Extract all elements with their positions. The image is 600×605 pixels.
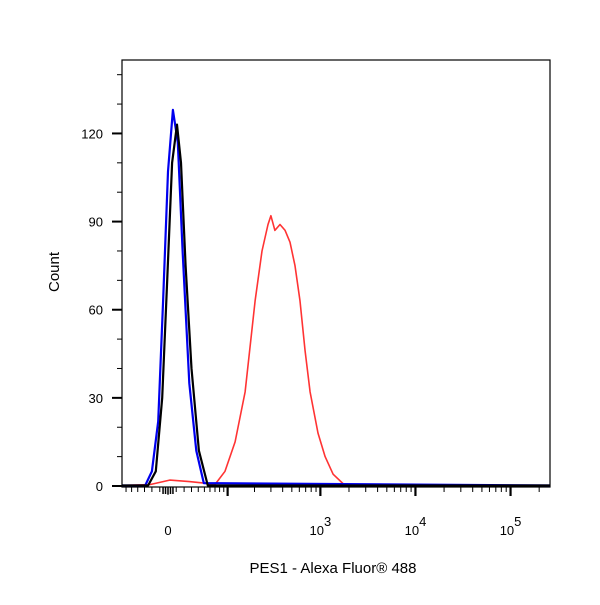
y-tick-label: 60 bbox=[89, 303, 103, 318]
y-axis: 0 30 60 90 120 bbox=[81, 74, 122, 494]
x-tick-label: 105 bbox=[500, 514, 522, 538]
x-axis-label: PES1 - Alexa Fluor® 488 bbox=[250, 560, 417, 577]
x-tick-base: 10 bbox=[500, 523, 514, 538]
y-tick-label: 30 bbox=[89, 391, 103, 406]
x-tick-exponent: 3 bbox=[324, 514, 331, 529]
x-tick-base: 10 bbox=[310, 523, 324, 538]
plot-frame bbox=[121, 59, 551, 488]
y-tick-label: 0 bbox=[96, 479, 103, 494]
x-tick-label: 103 bbox=[310, 514, 332, 538]
x-tick-exponent: 4 bbox=[419, 514, 426, 529]
y-tick-label: 90 bbox=[89, 215, 103, 230]
series-group bbox=[121, 108, 551, 487]
y-tick-label: 120 bbox=[81, 126, 103, 141]
series-line-black bbox=[122, 123, 550, 487]
series-line-blue bbox=[122, 108, 551, 487]
x-tick-base: 10 bbox=[405, 523, 419, 538]
x-tick-label: 0 bbox=[164, 523, 171, 538]
y-axis-label: Count bbox=[46, 251, 63, 292]
x-tick-base: 0 bbox=[164, 523, 171, 538]
x-tick-label: 104 bbox=[405, 514, 427, 538]
x-tick-exponent: 5 bbox=[514, 514, 521, 529]
